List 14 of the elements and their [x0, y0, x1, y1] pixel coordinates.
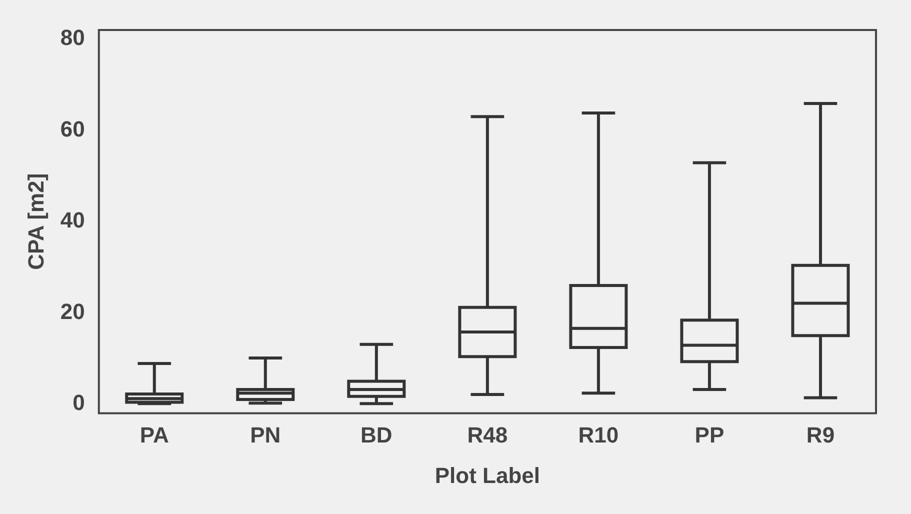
- x-tick-label: R10: [578, 422, 619, 448]
- y-tick-label: 0: [72, 390, 85, 416]
- y-axis-title: CPA [m2]: [23, 173, 48, 270]
- x-tick-label: PP: [694, 422, 724, 448]
- y-tick-label: 40: [60, 208, 85, 233]
- x-tick-label: PN: [250, 422, 281, 448]
- x-tick-label: R48: [467, 422, 508, 448]
- y-tick-label: 60: [60, 116, 85, 142]
- y-tick-label: 20: [60, 298, 85, 324]
- x-tick-label: PA: [140, 422, 169, 448]
- x-axis-title: Plot Label: [434, 462, 540, 488]
- x-tick-label: R9: [806, 422, 835, 448]
- y-tick-label: 80: [60, 25, 85, 50]
- x-tick-label: BD: [360, 422, 392, 448]
